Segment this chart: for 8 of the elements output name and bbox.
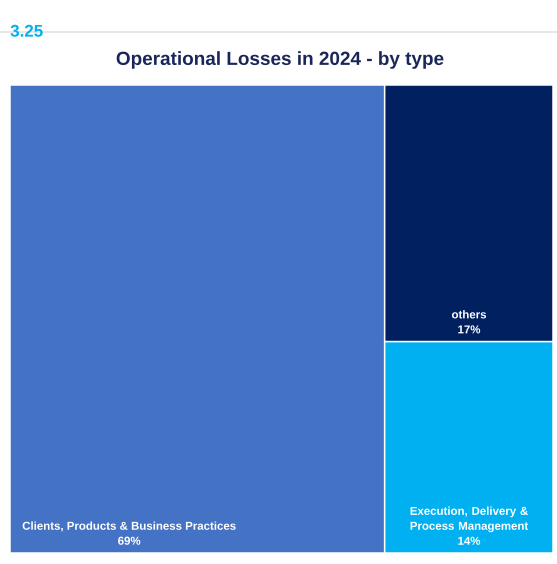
category-label: Clients, Products & Business Practices [22, 521, 236, 532]
data-label: 14% [458, 536, 480, 545]
data-label: 69% [118, 536, 140, 545]
data-label: 17% [458, 325, 480, 334]
category-label: Execution, Delivery & Process Management [410, 506, 528, 532]
text: Operational Losses in 2024 - by type [116, 51, 444, 69]
text: 3.25 [10, 24, 43, 37]
category-label: others [452, 310, 486, 319]
